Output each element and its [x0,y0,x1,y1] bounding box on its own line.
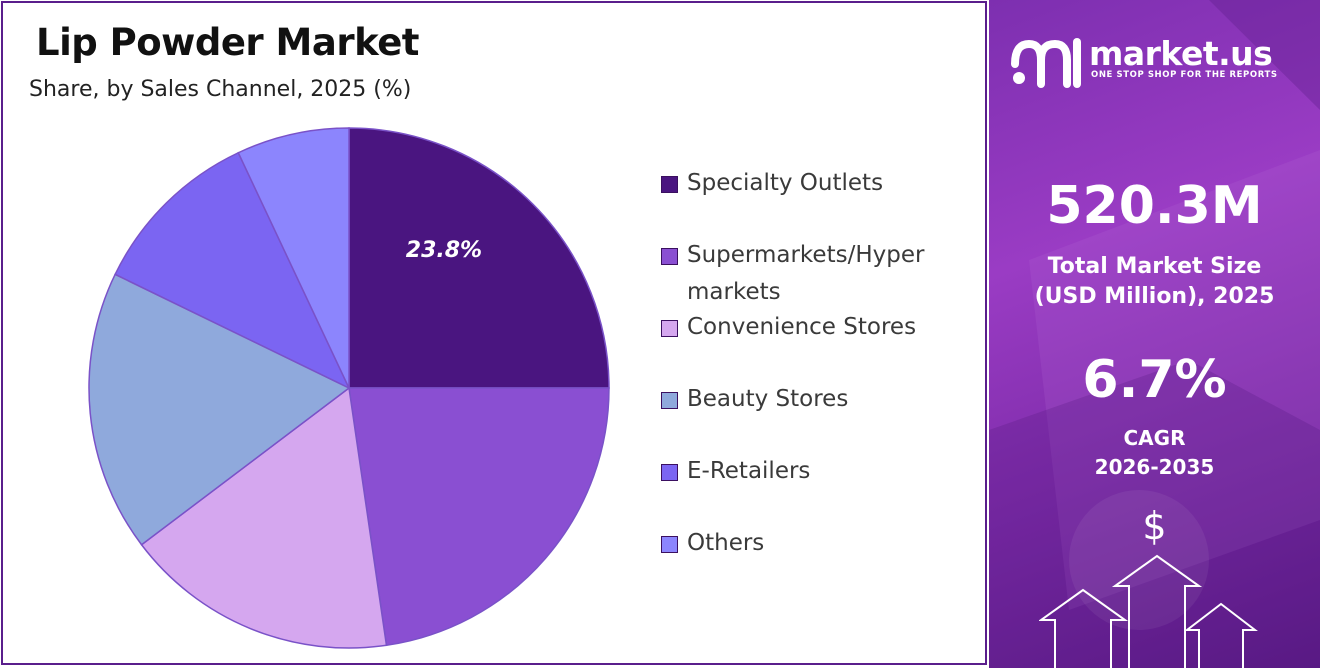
cagr-label: CAGR 2026-2035 [989,424,1320,482]
legend-swatch [661,248,678,265]
cagr-label-line1: CAGR [1123,426,1186,450]
chart-panel: Lip Powder Market Share, by Sales Channe… [1,1,987,665]
market-size-label-line2: (USD Million), 2025 [1034,284,1275,309]
legend-label: E-Retailers [687,458,811,484]
market-size-label: Total Market Size (USD Million), 2025 [989,252,1320,312]
legend-swatch [661,320,678,337]
cagr-value: 6.7% [1082,350,1227,410]
legend-swatch [661,464,678,481]
market-size-value: 520.3M [1046,176,1263,236]
summary-sidebar: market.us ONE STOP SHOP FOR THE REPORTS … [989,0,1320,668]
up-arrow-icon [1039,554,1258,668]
pie-slice-e-retailers [114,151,351,390]
legend-item: E-Retailers [661,453,957,490]
legend-item: Convenience Stores [661,309,957,346]
brand-tagline: ONE STOP SHOP FOR THE REPORTS [1091,70,1278,80]
legend-item: Beauty Stores [661,381,957,418]
pie-slice-convenience-stores [140,386,388,649]
brand-logo: market.us ONE STOP SHOP FOR THE REPORTS [1011,34,1311,94]
legend-label: Beauty Stores [687,386,849,412]
legend-item: Specialty Outlets [661,165,957,202]
legend-item: Others [661,525,957,562]
brand-name: market.us [1089,34,1273,73]
chart-title: Lip Powder Market [36,21,419,64]
market-size-label-line1: Total Market Size [1047,254,1262,279]
legend-label: Others [687,530,765,556]
legend-label: Convenience Stores [687,314,917,340]
pie-slice-supermarkets-hyper-markets [348,387,610,647]
chart-subtitle: Share, by Sales Channel, 2025 (%) [29,77,412,102]
pie-slice-beauty-stores [88,273,351,546]
pie-chart: 23.8% [88,127,610,649]
pie-chart-area: 23.8% [83,123,623,663]
legend-swatch [661,392,678,409]
legend-label: Supermarkets/Hyper markets [687,242,925,305]
pie-slice-others [237,127,350,389]
pie-slice-specialty-outlets [348,127,610,389]
cagr-label-line2: 2026-2035 [1094,455,1215,479]
legend-item: Supermarkets/Hyper markets [661,237,957,311]
dollar-icon: $ [1142,504,1167,548]
legend-label: Specialty Outlets [687,170,884,196]
legend-swatch [661,536,678,553]
data-label: 23.8% [406,238,482,263]
legend-swatch [661,176,678,193]
market-us-logo-icon [1011,38,1081,88]
sidebar-background-decoration [989,0,1320,668]
